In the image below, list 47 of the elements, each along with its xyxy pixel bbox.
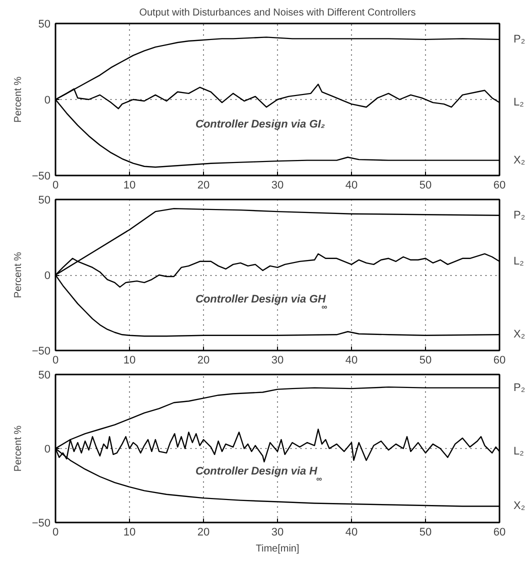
x-tick-label: 50	[419, 180, 432, 192]
annotation: Controller Design via H∞	[196, 466, 322, 484]
series-label: X₂	[514, 328, 526, 341]
x-tick-label: 0	[52, 526, 59, 538]
series-label: L₂	[514, 255, 524, 268]
x-tick-label: 50	[419, 526, 432, 538]
x-tick-label: 30	[271, 180, 284, 192]
x-tick-label: 10	[123, 526, 136, 538]
y-tick-label: −50	[32, 346, 51, 358]
y-tick-label: 0	[44, 94, 51, 106]
y-tick-label: 50	[38, 370, 51, 382]
x-tick-label: 10	[123, 180, 136, 192]
y-tick-label: 0	[44, 270, 51, 282]
x-axis-title: Time[min]	[256, 544, 300, 554]
annotation: Controller Design via GH∞	[196, 294, 328, 312]
x-tick-label: 60	[493, 354, 506, 366]
series-label: P₂	[514, 33, 526, 46]
x-tick-label: 40	[345, 526, 358, 538]
x-tick-label: 50	[419, 354, 432, 366]
x-tick-label: 0	[52, 180, 59, 192]
series-label: X₂	[514, 500, 526, 512]
annotation: Controller Design via GI₂	[196, 118, 325, 130]
series-label: P₂	[514, 209, 526, 222]
x-tick-label: 40	[345, 354, 358, 366]
series-label: X₂	[514, 154, 526, 166]
x-tick-label: 60	[493, 180, 506, 192]
x-tick-label: 10	[123, 354, 136, 366]
y-axis-title: Percent %	[12, 76, 24, 123]
x-tick-label: 40	[345, 180, 358, 192]
y-axis-title: Percent %	[12, 252, 24, 298]
x-tick-label: 60	[493, 526, 506, 538]
chart-title: Output with Disturbances and Noises with Different Controllers	[139, 8, 416, 18]
y-axis-title: Percent %	[12, 425, 24, 472]
series-label: L₂	[514, 445, 524, 458]
x-tick-label: 30	[271, 526, 284, 538]
y-tick-label: 50	[38, 18, 51, 30]
series-label: P₂	[514, 382, 526, 394]
x-tick-label: 20	[197, 526, 210, 538]
y-tick-label: 50	[38, 194, 51, 206]
y-tick-label: −50	[32, 170, 51, 182]
y-tick-label: −50	[32, 518, 51, 530]
series-label: L₂	[514, 96, 524, 109]
x-tick-label: 0	[52, 354, 59, 366]
y-tick-label: 0	[44, 444, 51, 456]
x-tick-label: 30	[271, 354, 284, 366]
x-tick-label: 20	[197, 354, 210, 366]
x-tick-label: 20	[197, 180, 210, 192]
